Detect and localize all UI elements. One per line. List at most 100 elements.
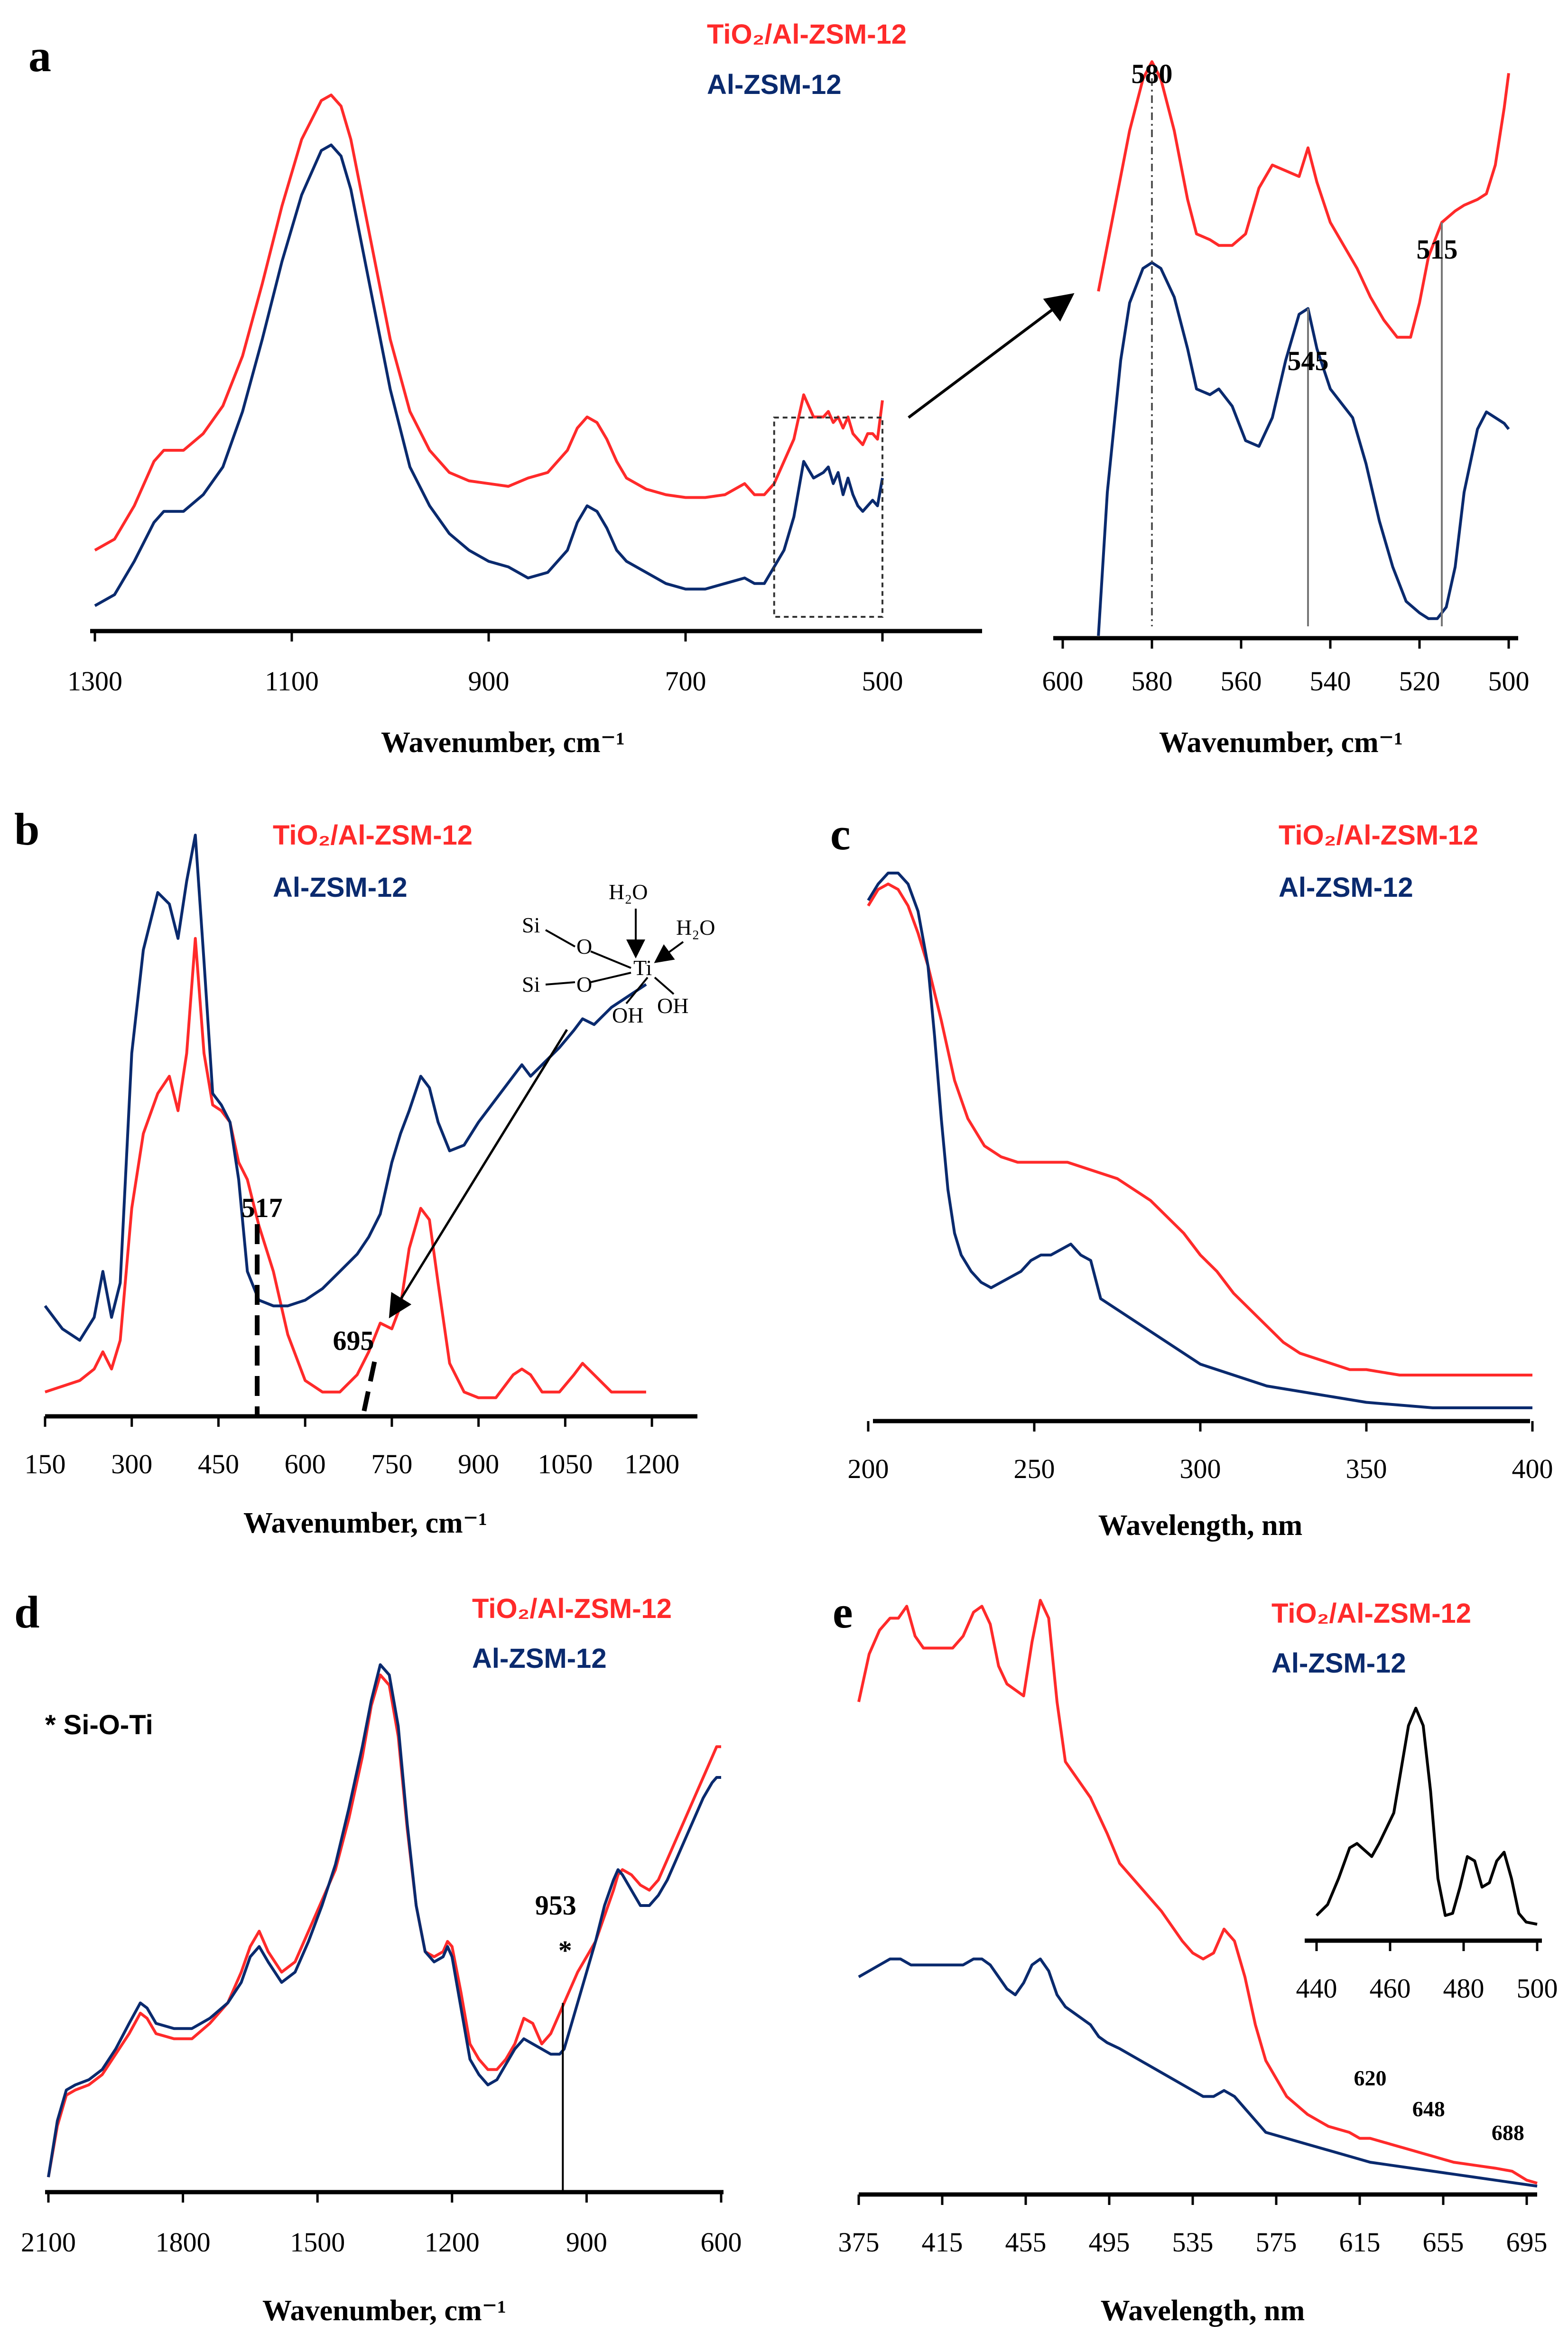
x-tick-label: 900 [468, 666, 510, 697]
x-tick-label: 400 [1512, 1453, 1553, 1484]
series-line-a-al-zsm-12 [94, 143, 884, 607]
series-line-e-inset-inset [1315, 1707, 1538, 1926]
x-tick-label: 1500 [290, 2227, 345, 2258]
x-tick-label: 540 [1310, 666, 1351, 697]
panel-e-inset: 440 460 480 500 [1296, 1707, 1558, 2004]
panel-b: 150 300 450 600 750 900 1050 1200 Wavenumber, cm… [14, 804, 697, 1539]
x-tick-label: 615 [1339, 2227, 1381, 2258]
x-tick-label: 1200 [425, 2227, 480, 2258]
series-line-a-tio2-al-zsm-12 [94, 93, 884, 552]
series-line-d-al-zsm-12 [47, 1663, 721, 2177]
x-tick-label: 300 [111, 1449, 152, 1479]
x-tick-label: 495 [1089, 2227, 1130, 2258]
chem-o-bottom: O [576, 972, 592, 996]
peak-label-517: 517 [241, 1192, 283, 1223]
x-tick-label: 560 [1221, 666, 1262, 697]
x-tick-label: 750 [371, 1449, 412, 1479]
x-tick-label: 900 [566, 2227, 607, 2258]
chem-ti: Ti [633, 956, 652, 980]
series-line-a-inset-al-zsm-12 [1097, 261, 1510, 636]
x-tick-label: 440 [1296, 1973, 1337, 2004]
si-o-ti-note: * Si-O-Ti [45, 1710, 153, 1740]
x-tick-label: 1800 [156, 2227, 211, 2258]
chem-h2o-right: H₂O [676, 915, 715, 939]
chem-bond [545, 929, 575, 948]
chem-o-top: O [576, 934, 592, 958]
series-line-e-tio2-al-zsm-12 [857, 1599, 1538, 2185]
panel-a-inset: 600 580 560 540 520 500 Wavenumber, cm⁻¹ [1042, 60, 1530, 759]
chem-bond [654, 976, 675, 995]
x-tick-label: 600 [1042, 666, 1084, 697]
chem-oh-right: OH [657, 994, 688, 1018]
panel-label: b [14, 804, 39, 855]
x-tick-label: 300 [1180, 1453, 1221, 1484]
legend-entry: TiO₂/Al-ZSM-12 [1279, 820, 1478, 851]
x-tick-label: 900 [458, 1449, 499, 1479]
x-tick-label: 535 [1172, 2227, 1214, 2258]
x-tick-label: 1300 [67, 666, 122, 697]
x-tick-label: 250 [1014, 1453, 1055, 1484]
annotations-layer: 580 545 515 517 695 Si O Si O Ti H₂O H₂O OH OH 953 * * S… [45, 58, 1524, 2192]
ti-coordination-structure: Si O Si O Ti H₂O H₂O OH OH [522, 880, 715, 1027]
chem-bond [545, 981, 575, 986]
peak-label-620: 620 [1354, 2066, 1387, 2090]
series-line-c-al-zsm-12 [867, 872, 1532, 1409]
x-axis-label: Wavenumber, cm⁻¹ [1159, 726, 1403, 759]
x-tick-label: 580 [1132, 666, 1173, 697]
legend-entry: Al-ZSM-12 [707, 69, 842, 100]
x-axis-label: Wavelength, nm [1101, 2295, 1305, 2327]
series-line-c-tio2-al-zsm-12 [867, 883, 1532, 1376]
chem-oh-left: OH [612, 1003, 643, 1027]
x-tick-label: 450 [198, 1449, 239, 1479]
x-tick-label: 375 [838, 2227, 880, 2258]
legend-entry: TiO₂/Al-ZSM-12 [1271, 1598, 1471, 1629]
x-tick-label: 460 [1370, 1973, 1411, 2004]
x-tick-label: 1100 [265, 666, 319, 697]
x-tick-label: 200 [848, 1453, 889, 1484]
x-tick-label: 600 [285, 1449, 326, 1479]
x-tick-label: 1050 [538, 1449, 593, 1479]
x-tick-label: 500 [1517, 1973, 1558, 2004]
x-tick-label: 520 [1399, 666, 1440, 697]
series-line-d-tio2-al-zsm-12 [47, 1674, 721, 2177]
chem-bond [625, 976, 649, 1004]
structure-arrow [389, 1029, 568, 1319]
panel-a: 1300 1100 900 700 500 Wavenumber, cm⁻¹ a TiO₂/A… [28, 19, 982, 759]
zoom-arrow [908, 293, 1075, 419]
x-tick-label: 600 [701, 2227, 742, 2258]
panel-label: e [833, 1587, 853, 1637]
peak-label-580: 580 [1132, 58, 1173, 89]
legend-entry: Al-ZSM-12 [1271, 1648, 1406, 1679]
x-axis-label: Wavenumber, cm⁻¹ [381, 726, 625, 759]
legend-entry: TiO₂/Al-ZSM-12 [472, 1593, 672, 1624]
chem-coord-arrow [654, 941, 684, 963]
chem-si-top: Si [522, 913, 540, 937]
panel-label: d [14, 1587, 39, 1637]
chem-si-bottom: Si [522, 972, 540, 996]
x-tick-label: 500 [862, 666, 903, 697]
x-tick-label: 700 [665, 666, 706, 697]
x-tick-label: 1200 [624, 1449, 679, 1479]
x-tick-label: 150 [25, 1449, 66, 1479]
panel-c: 200 250 300 350 400 Wavelength, nm c TiO₂/Al-ZS… [830, 809, 1553, 1542]
x-tick-label: 695 [1506, 2227, 1548, 2258]
legend-entry: TiO₂/Al-ZSM-12 [707, 19, 907, 50]
x-tick-label: 455 [1005, 2227, 1047, 2258]
peak-label-688: 688 [1492, 2120, 1524, 2145]
panel-d: 2100 1800 1500 1200 900 600 Wavenumber, cm⁻¹ d T… [14, 1587, 742, 2327]
peak-asterisk: * [558, 1935, 572, 1966]
panel-e: 375 415 455 495 535 575 615 655 695 Wavelength, n… [833, 1587, 1548, 2327]
x-tick-label: 480 [1443, 1973, 1484, 2004]
chem-bond [590, 972, 631, 983]
peak-label-695: 695 [333, 1325, 374, 1356]
x-tick-label: 415 [922, 2227, 963, 2258]
zoom-box [773, 417, 883, 618]
series-line-a-inset-tio2-al-zsm-12 [1097, 60, 1510, 339]
x-axis-label: Wavenumber, cm⁻¹ [262, 2295, 506, 2327]
series-line-e-al-zsm-12 [858, 1957, 1538, 2188]
panel-label: a [28, 30, 51, 81]
legend-entry: Al-ZSM-12 [273, 872, 408, 903]
chem-bond [590, 950, 631, 969]
panel-label: c [830, 809, 851, 859]
series-line-b-tio2-al-zsm-12 [45, 937, 646, 1399]
